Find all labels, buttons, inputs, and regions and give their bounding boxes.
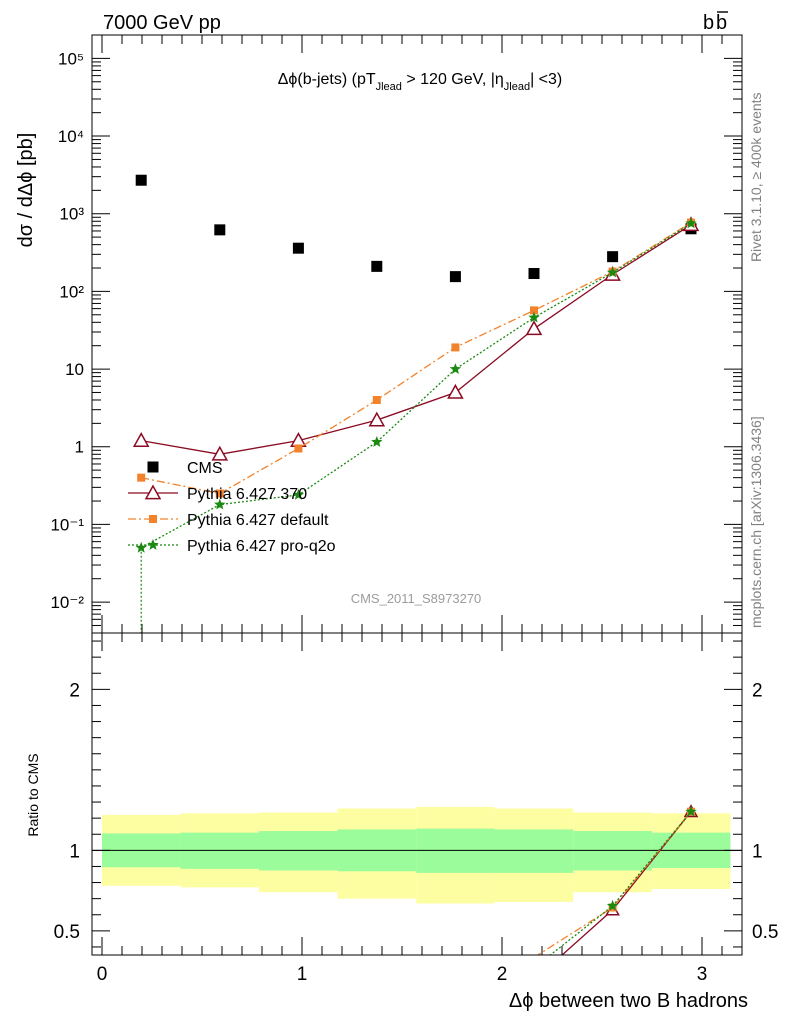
- pythia-6-427-default-marker: [451, 343, 460, 352]
- pythia-6-427-default-marker: [137, 473, 146, 482]
- x-tick-label: 3: [697, 964, 708, 985]
- pythia-6-427-pro-q2o-line: [140, 222, 692, 549]
- title-sub-b: Jlead: [504, 81, 530, 93]
- header-left-label: 7000 GeV pp: [103, 12, 221, 34]
- title-part-c: | <3): [530, 71, 562, 88]
- header-right-label: b b: [703, 11, 728, 34]
- legend-label-pythia-6-427-default: Pythia 6.427 default: [187, 512, 329, 529]
- pythia-6-427-pro-q2o-marker: [135, 541, 147, 553]
- pythia-6-427-370-marker: [368, 411, 386, 427]
- x-tick-label: 2: [497, 964, 508, 985]
- legend-label-pythia-6-427-pro-q2o: Pythia 6.427 pro-q2o: [187, 538, 336, 555]
- y-tick-label: 10³: [59, 205, 84, 224]
- pythia-6-427-pro-q2o-marker: [685, 217, 697, 229]
- pythia-6-427-370-marker: [211, 445, 229, 461]
- cms-marker: [528, 268, 540, 280]
- pythia-6-427-pro-q2o-marker: [292, 488, 305, 500]
- title-sub-a: Jlead: [376, 81, 402, 93]
- title-part-a: Δϕ(b-jets) (pT: [278, 71, 376, 88]
- ratio-y-tick-label-left: 1: [69, 841, 80, 862]
- watermark: CMS_2011_S8973270: [351, 591, 482, 606]
- pythia-6-427-370-marker: [447, 383, 464, 399]
- x-tick-label: 0: [97, 964, 108, 985]
- pythia-6-427-default-marker: [149, 515, 157, 523]
- main-series-group: [132, 174, 700, 633]
- pythia-6-427-pro-q2o-marker: [528, 311, 540, 323]
- ratio-frame: [91, 632, 743, 956]
- pythia-6-427-default-marker: [372, 395, 381, 404]
- main-plot-layer: 10⁻² 10⁻¹ 1 10 10² 10³ 10⁴ 10⁵: [50, 34, 743, 634]
- y-tick-label: 10⁻²: [50, 593, 84, 612]
- ratio-y-tick-label-left: 2: [69, 680, 80, 701]
- cms-marker: [607, 251, 619, 263]
- header-b: b: [703, 12, 714, 34]
- y-tick-label: 10⁵: [58, 49, 84, 68]
- cms-marker: [147, 461, 159, 473]
- pythia-6-427-pro-q2o-marker: [606, 899, 619, 911]
- pythia-6-427-370-marker: [525, 320, 543, 336]
- header-bbar: b: [716, 12, 727, 34]
- ratio-y-tick-label-left: 0.5: [54, 922, 80, 943]
- legend-label-cms: CMS: [187, 460, 223, 477]
- pythia-6-427-370-marker: [132, 432, 150, 447]
- pythia-6-427-pro-q2o-marker: [214, 498, 226, 510]
- ratio-y-axis-label: Ratio to CMS: [25, 753, 41, 836]
- title-part-b: > 120 GeV, |η: [402, 71, 504, 88]
- pythia-6-427-pro-q2o-marker: [685, 805, 697, 817]
- cms-marker: [135, 174, 147, 186]
- pythia-6-427-default-line: [141, 221, 692, 495]
- ratio-y-tick-label-right: 1: [752, 841, 763, 862]
- mcplots-label: mcplots.cern.ch [arXiv:1306.3436]: [748, 416, 764, 628]
- legend: CMS Pythia 6.427 370 Pythia 6.427 default P…: [128, 460, 336, 555]
- uncertainty-band-inner: [494, 829, 574, 873]
- y-tick-label: 10²: [59, 282, 84, 301]
- ratio-panel: 0.5 0.5 1 1 2 2 0 1 2 3 Ratio to CMS Δϕ between t…: [25, 632, 778, 1012]
- ratio-plot-layer: 0.5 0.5 1 1 2 2 0 1 2 3: [54, 633, 778, 985]
- pythia-6-427-default-marker: [215, 489, 224, 498]
- x-axis-label: Δϕ between two B hadrons: [509, 990, 748, 1012]
- pythia-6-427-pro-q2o-marker: [371, 436, 383, 447]
- pythia-6-427-pro-q2o-marker: [147, 539, 159, 550]
- cms-marker: [292, 242, 304, 254]
- main-panel: 10⁻² 10⁻¹ 1 10 10² 10³ 10⁴ 10⁵ CMS_2011_S897327…: [15, 34, 743, 634]
- pythia-6-427-default-marker: [294, 444, 303, 453]
- y-tick-label: 10⁻¹: [50, 515, 84, 534]
- pythia-6-427-370-marker: [144, 484, 162, 500]
- y-tick-label: 1: [75, 438, 84, 457]
- main-y-axis-label: dσ / dΔϕ [pb]: [15, 133, 37, 248]
- pythia-6-427-pro-q2o-marker: [606, 266, 619, 278]
- ratio-y-tick-label-right: 2: [752, 680, 763, 701]
- chart-title: Δϕ(b-jets) (pTJlead > 120 GeV, |ηJlead| …: [278, 71, 563, 93]
- y-tick-label: 10: [65, 360, 84, 379]
- cms-marker: [449, 271, 461, 283]
- ratio-series-group: [536, 804, 699, 955]
- ratio-y-tick-label-right: 0.5: [752, 922, 778, 943]
- pythia-6-427-default-marker: [530, 306, 538, 315]
- legend-label-pythia-6-427-370: Pythia 6.427 370: [187, 486, 307, 503]
- rivet-label: Rivet 3.1.10, ≥ 400k events: [748, 92, 764, 262]
- x-tick-label: 1: [297, 964, 308, 985]
- cms-marker: [214, 224, 226, 236]
- pythia-6-427-pro-q2o-marker: [449, 363, 462, 374]
- cms-marker: [371, 260, 383, 272]
- y-tick-label: 10⁴: [58, 127, 84, 146]
